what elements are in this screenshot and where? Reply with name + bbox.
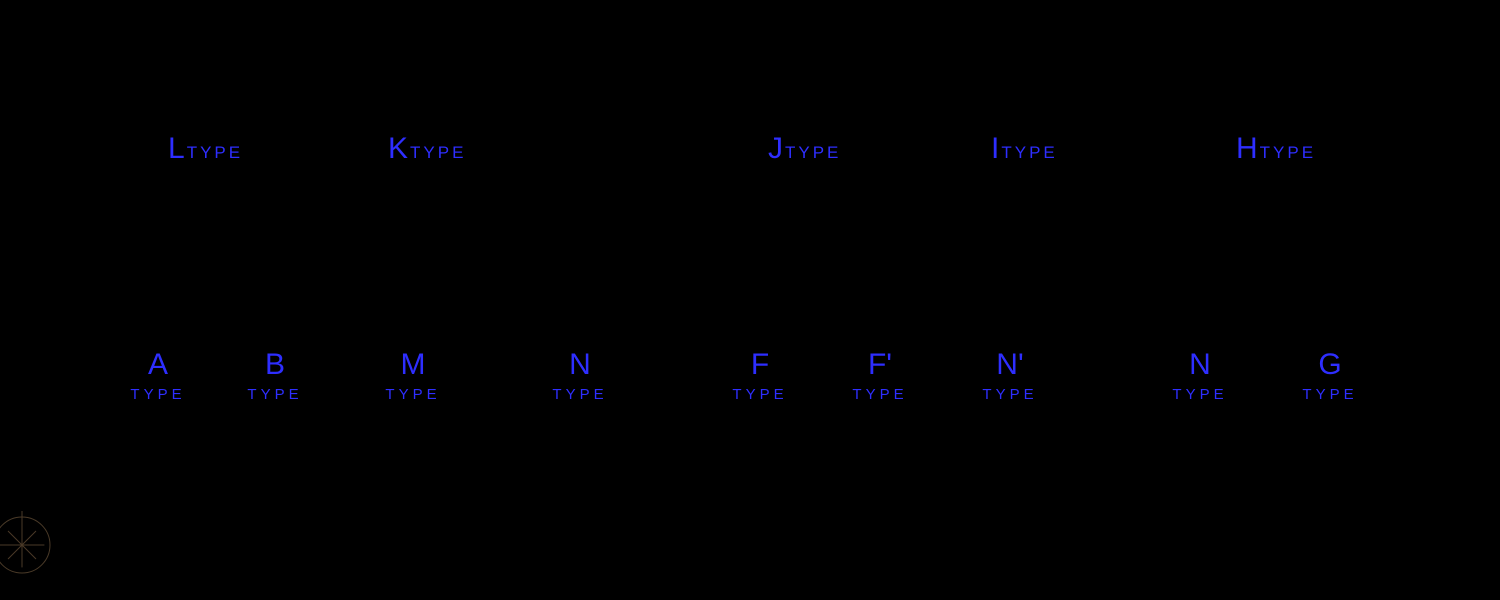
type-letter: F' <box>868 350 892 380</box>
type-word: TYPE <box>982 386 1037 403</box>
type-word: TYPE <box>247 386 302 403</box>
type-word: TYPE <box>1001 143 1057 163</box>
type-label-Fprime: F' TYPE <box>852 350 907 403</box>
type-letter: I <box>991 132 999 166</box>
type-word: TYPE <box>130 386 185 403</box>
type-label-N: N TYPE <box>1172 350 1227 403</box>
type-word: TYPE <box>552 386 607 403</box>
compass-rose <box>0 505 62 590</box>
type-letter: N' <box>996 350 1023 380</box>
type-label-N: N TYPE <box>552 350 607 403</box>
type-letter: H <box>1236 132 1258 166</box>
type-word: TYPE <box>410 143 466 163</box>
type-letter: B <box>265 350 285 380</box>
type-letter: J <box>768 132 783 166</box>
type-letter: M <box>401 350 426 380</box>
type-word: TYPE <box>785 143 841 163</box>
type-letter: L <box>168 132 185 166</box>
type-word: TYPE <box>732 386 787 403</box>
type-letter: N <box>1189 350 1211 380</box>
type-label-G: G TYPE <box>1302 350 1357 403</box>
type-word: TYPE <box>1172 386 1227 403</box>
type-word: TYPE <box>852 386 907 403</box>
type-label-I: ITYPE <box>991 132 1058 166</box>
type-word: TYPE <box>1302 386 1357 403</box>
type-label-B: B TYPE <box>247 350 302 403</box>
type-word: TYPE <box>385 386 440 403</box>
type-letter: F <box>751 350 769 380</box>
type-label-J: JTYPE <box>768 132 841 166</box>
type-letter: N <box>569 350 591 380</box>
type-letter: A <box>148 350 168 380</box>
type-label-A: A TYPE <box>130 350 185 403</box>
type-word: TYPE <box>1260 143 1316 163</box>
type-letter: G <box>1318 350 1341 380</box>
type-word: TYPE <box>187 143 243 163</box>
type-label-K: KTYPE <box>388 132 466 166</box>
type-letter: K <box>388 132 408 166</box>
type-label-Nprime: N' TYPE <box>982 350 1037 403</box>
type-label-H: HTYPE <box>1236 132 1316 166</box>
type-label-L: LTYPE <box>168 132 243 166</box>
type-label-M: M TYPE <box>385 350 440 403</box>
type-label-F: F TYPE <box>732 350 787 403</box>
